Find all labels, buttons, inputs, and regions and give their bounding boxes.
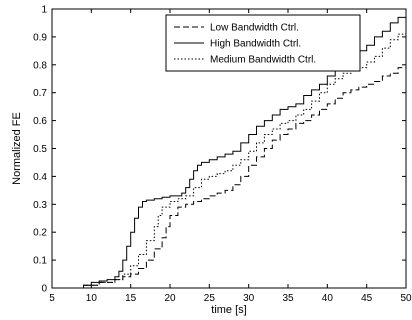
y-tick-label: 0.2 [33,228,47,239]
x-tick-label: 10 [86,293,98,304]
legend-label-1: Low Bandwidth Ctrl. [210,23,299,34]
y-tick-label: 1 [41,5,47,16]
x-tick-label: 35 [282,293,294,304]
x-tick-label: 30 [243,293,255,304]
legend: Low Bandwidth Ctrl. High Bandwidth Ctrl. M… [165,14,361,72]
x-tick-label: 50 [400,293,412,304]
y-tick-label: 0.8 [33,60,47,71]
x-tick-label: 45 [361,293,373,304]
legend-label-2: High Bandwidth Ctrl. [210,39,301,50]
x-tick-label: 40 [322,293,334,304]
y-tick-label: 0.3 [33,200,47,211]
y-axis-label: Normalized FE [11,112,23,185]
y-tick-label: 0.4 [33,172,47,183]
y-tick-label: 0.5 [33,144,47,155]
x-axis-label: time [s] [211,304,246,316]
y-tick-label: 0.1 [33,256,47,267]
x-tick-label: 15 [125,293,137,304]
y-axis-ticks: 0 0.1 0.2 0.3 0.4 0.5 0.6 0.7 0.8 0.9 1 [33,5,406,295]
legend-label-3: Medium Bandwidth Ctrl. [210,55,316,66]
y-tick-label: 0.6 [33,116,47,127]
x-tick-label: 25 [204,293,216,304]
y-tick-label: 0.7 [33,88,47,99]
series-line-1 [67,62,407,289]
x-axis-ticks: 5 10 15 20 25 30 35 40 45 50 [49,9,412,304]
y-tick-label: 0.9 [33,32,47,43]
x-tick-label: 20 [164,293,176,304]
x-tick-label: 5 [49,293,55,304]
y-tick-label: 0 [41,284,47,295]
series-line-3 [67,28,407,289]
